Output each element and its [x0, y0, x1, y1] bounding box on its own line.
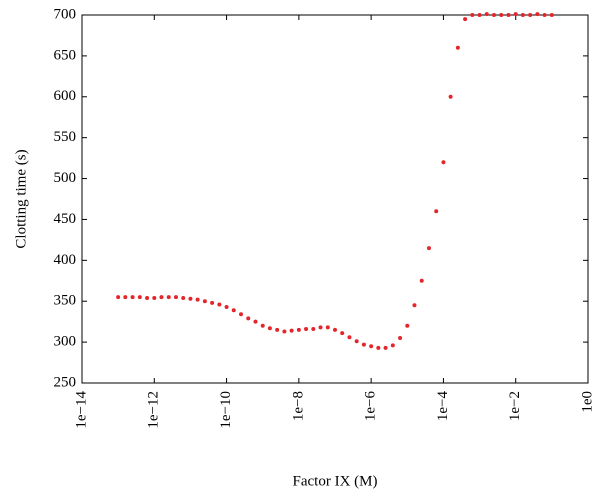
- data-point: [528, 13, 533, 17]
- data-point: [361, 342, 366, 347]
- x-tick-label: 1e0: [579, 391, 595, 413]
- y-tick-label: 700: [54, 6, 77, 22]
- data-point: [405, 323, 410, 328]
- y-tick-label: 500: [54, 170, 77, 186]
- data-point: [217, 302, 222, 307]
- data-point: [173, 295, 178, 300]
- data-point: [398, 336, 403, 341]
- x-tick-label: 1e−14: [73, 391, 89, 429]
- data-point: [210, 300, 215, 305]
- x-tick-label: 1e−2: [507, 391, 523, 421]
- data-point: [549, 13, 554, 17]
- data-point: [224, 304, 229, 309]
- data-point: [304, 327, 309, 332]
- data-point: [383, 345, 388, 350]
- data-point: [412, 303, 417, 308]
- data-point: [347, 335, 352, 340]
- data-point: [340, 331, 345, 336]
- data-point: [535, 12, 540, 17]
- data-point: [202, 299, 207, 304]
- data-point: [159, 295, 164, 300]
- y-tick-label: 400: [54, 252, 77, 268]
- data-point: [282, 329, 287, 334]
- x-tick-label: 1e−12: [146, 391, 162, 429]
- x-axis-label: Factor IX (M): [293, 473, 378, 489]
- y-tick-label: 650: [54, 47, 77, 63]
- plot-frame: [81, 14, 589, 384]
- y-axis-label: Clotting time (s): [13, 149, 29, 248]
- data-point: [246, 316, 251, 321]
- data-point: [130, 295, 135, 300]
- data-point: [463, 17, 468, 22]
- data-point: [275, 327, 280, 332]
- x-tick-label: 1e−10: [218, 391, 234, 429]
- data-point: [492, 13, 497, 17]
- data-point: [448, 94, 453, 99]
- data-point: [513, 12, 518, 17]
- data-point: [333, 327, 337, 332]
- data-point: [289, 328, 294, 333]
- x-tick-label: 1e−4: [435, 391, 451, 422]
- x-tick-label: 1e−6: [363, 391, 379, 422]
- data-point: [145, 295, 150, 300]
- data-point: [116, 295, 121, 300]
- data-point: [253, 319, 258, 324]
- data-point: [239, 312, 244, 317]
- data-point: [506, 13, 511, 17]
- data-point: [499, 13, 504, 17]
- data-point: [325, 325, 330, 330]
- data-point: [188, 296, 193, 301]
- data-point: [318, 325, 323, 330]
- data-point: [419, 278, 424, 283]
- y-tick-label: 450: [54, 211, 77, 227]
- data-point: [520, 13, 525, 17]
- data-point: [311, 327, 316, 332]
- y-tick-label: 250: [54, 374, 77, 390]
- data-point: [181, 295, 186, 300]
- data-point: [260, 323, 265, 328]
- data-point: [470, 13, 475, 17]
- data-point: [434, 209, 439, 214]
- data-point: [137, 295, 142, 300]
- x-tick-label: 1e−8: [290, 391, 306, 421]
- data-point: [376, 345, 381, 350]
- data-point: [267, 326, 272, 331]
- data-point: [441, 160, 446, 165]
- data-point: [354, 339, 359, 344]
- y-tick-label: 550: [54, 129, 77, 145]
- data-point: [369, 344, 374, 349]
- data-point: [231, 308, 236, 313]
- data-point: [296, 327, 301, 332]
- data-point: [455, 45, 460, 50]
- y-tick-label: 350: [54, 293, 77, 309]
- data-point: [542, 13, 547, 17]
- y-tick-label: 600: [54, 88, 77, 104]
- data-point: [426, 246, 431, 251]
- data-point: [123, 295, 128, 300]
- data-point: [484, 12, 489, 17]
- y-tick-label: 300: [54, 334, 77, 350]
- data-point: [166, 295, 171, 300]
- data-point: [152, 295, 157, 300]
- data-point: [390, 343, 395, 348]
- data-point: [195, 297, 200, 302]
- data-point: [477, 13, 482, 17]
